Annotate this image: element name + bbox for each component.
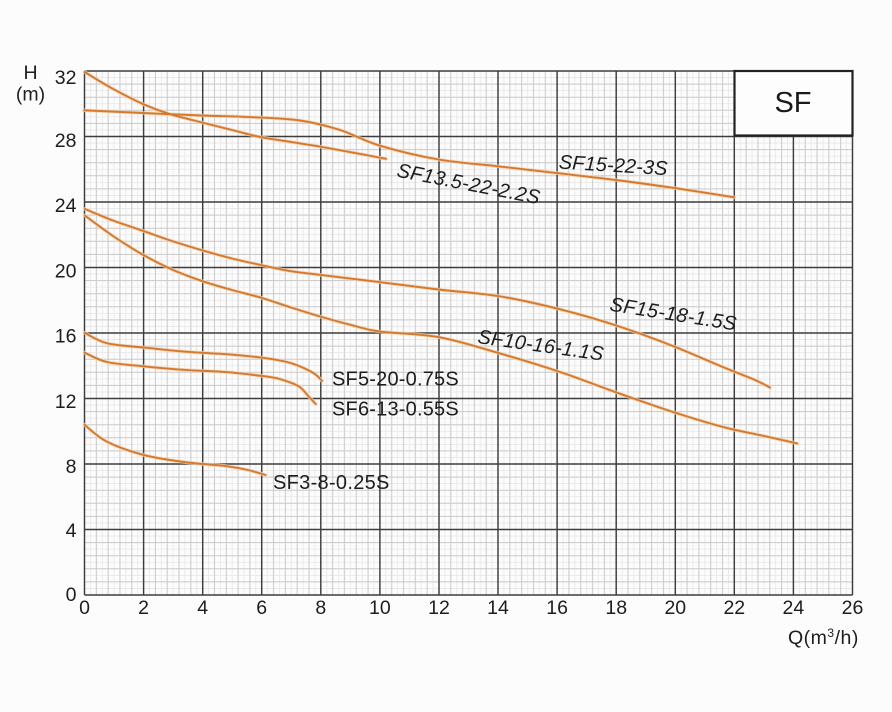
svg-text:(m): (m) [16,84,45,106]
svg-text:32: 32 [55,67,77,89]
svg-text:2: 2 [138,597,149,619]
svg-text:0: 0 [79,597,90,619]
svg-text:12: 12 [428,597,450,619]
svg-text:24: 24 [55,195,77,217]
svg-text:SF6-13-0.55S: SF6-13-0.55S [332,399,459,421]
svg-text:4: 4 [66,520,77,542]
svg-text:12: 12 [55,391,77,413]
svg-text:20: 20 [55,261,77,283]
svg-text:8: 8 [315,597,326,619]
svg-text:0: 0 [66,584,77,606]
svg-text:H: H [23,62,37,84]
svg-text:6: 6 [256,597,267,619]
svg-text:14: 14 [487,597,509,619]
svg-text:16: 16 [55,326,77,348]
svg-text:26: 26 [842,597,864,619]
svg-text:16: 16 [546,597,568,619]
svg-text:Q(m3/h): Q(m3/h) [788,626,859,649]
svg-text:10: 10 [369,597,391,619]
svg-text:8: 8 [66,456,77,478]
svg-text:SF: SF [774,87,811,119]
svg-text:20: 20 [664,597,686,619]
svg-text:4: 4 [197,597,208,619]
svg-text:22: 22 [723,597,745,619]
svg-text:SF5-20-0.75S: SF5-20-0.75S [332,369,459,391]
svg-text:24: 24 [783,597,805,619]
svg-text:28: 28 [55,130,77,152]
svg-text:18: 18 [605,597,627,619]
svg-text:SF3-8-0.25S: SF3-8-0.25S [273,472,390,494]
